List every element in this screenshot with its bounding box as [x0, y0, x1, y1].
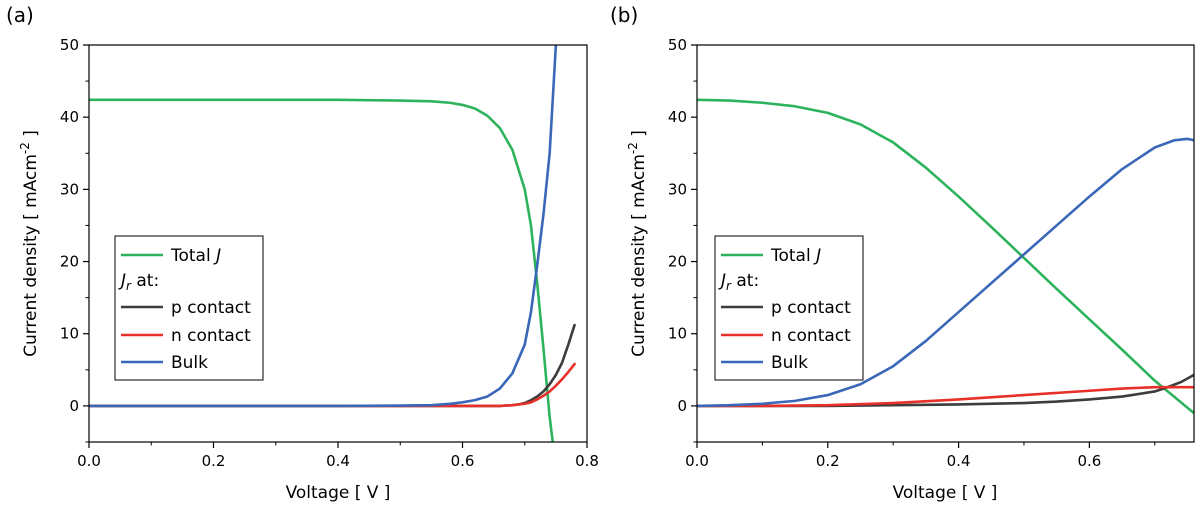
x-tick-label: 0.4 [947, 452, 971, 470]
panel-label: (a) [6, 3, 34, 27]
series-line-bulk [697, 137, 1194, 408]
panel-label: (b) [610, 3, 638, 27]
plot-frame [696, 44, 1195, 443]
y-tick-label: 50 [60, 36, 79, 54]
y-axis-label-end: ] [629, 130, 649, 142]
series-line-bulk [89, 45, 558, 408]
y-tick-label: 20 [60, 253, 79, 271]
y-axis-label-sup: -2 [626, 142, 640, 154]
y-tick-label: 50 [668, 36, 687, 54]
x-tick-label: 0.0 [685, 452, 709, 470]
y-tick-label: 0 [69, 397, 79, 415]
legend-label-n-contact: n contact [171, 326, 251, 346]
y-axis-label: Current density [ mAcm-2 ] [18, 130, 41, 357]
legend-label-bulk: Bulk [771, 353, 808, 373]
x-tick-label: 0.8 [575, 452, 599, 470]
y-tick-label: 40 [60, 108, 79, 126]
y-tick-label: 10 [668, 325, 687, 343]
x-tick-label: 0.2 [202, 452, 226, 470]
x-tick-label: 0.4 [326, 452, 350, 470]
y-tick-label: 40 [668, 108, 687, 126]
x-axis-label: Voltage [ V ] [286, 483, 391, 503]
legend-label-jr-at: Jr at: [718, 271, 759, 293]
legend-label-n-contact: n contact [771, 326, 851, 346]
y-tick-label: 0 [677, 397, 687, 415]
series-group [89, 45, 576, 442]
series-line-total-j [697, 98, 1194, 415]
legend-label-p-contact: p contact [171, 298, 251, 318]
chart-panel-2: (b) 0.0 0.2 0.4 0.6 0 10 20 30 40 50 Voltage [ V ] C… [610, 3, 1195, 503]
y-tick-label: 20 [668, 253, 687, 271]
y-axis-label-main: Current density [ mAcm [629, 154, 649, 357]
x-axis-label: Voltage [ V ] [893, 483, 998, 503]
x-tick-label: 0.2 [816, 452, 840, 470]
y-axis-label-end: ] [21, 130, 41, 142]
legend-label-jr-at: Jr at: [118, 271, 159, 293]
y-tick-label: 10 [60, 325, 79, 343]
legend-label-bulk: Bulk [171, 353, 208, 373]
y-axis-label-main: Current density [ mAcm [21, 154, 41, 357]
legend: Total J Jr at: p contact n contact Bulk [714, 235, 864, 381]
x-tick-label: 0.6 [1077, 452, 1101, 470]
legend-label-p-contact: p contact [771, 298, 851, 318]
legend-label-total-j: Total J [770, 246, 821, 266]
legend-label-total-j: Total J [170, 246, 221, 266]
series-line-total-j [89, 98, 555, 442]
y-tick-label: 30 [668, 180, 687, 198]
series-group [697, 98, 1194, 415]
series-line-n-contact [697, 385, 1194, 408]
x-tick-label: 0.0 [77, 452, 101, 470]
chart-panel-1: (a) 0.0 0.2 0.4 0.6 0.8 0 10 20 30 40 50 Voltage [ V… [6, 3, 599, 503]
y-tick-label: 30 [60, 180, 79, 198]
y-axis-label-sup: -2 [18, 142, 32, 154]
legend: Total J Jr at: p contact n contact Bulk [114, 235, 264, 381]
x-tick-label: 0.6 [451, 452, 475, 470]
y-axis-label: Current density [ mAcm-2 ] [626, 130, 649, 357]
